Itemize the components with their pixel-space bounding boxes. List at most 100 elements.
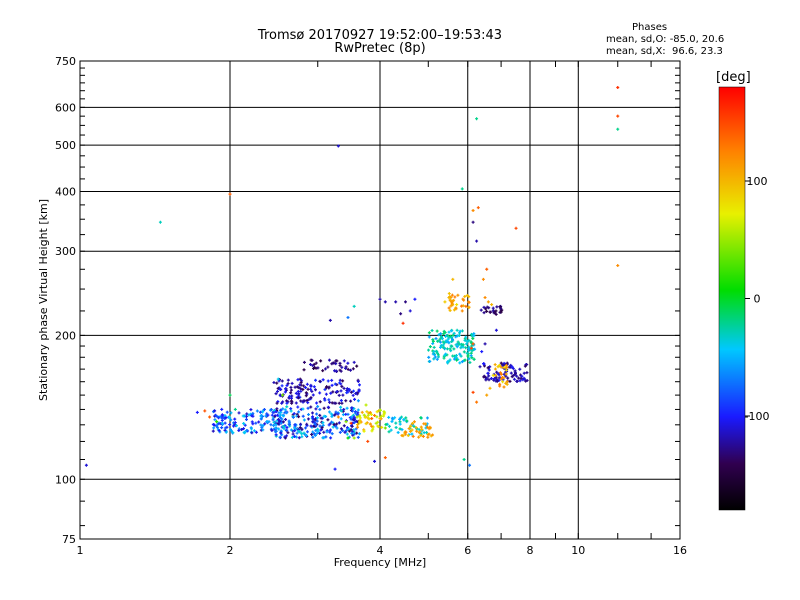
data-point <box>318 400 322 404</box>
data-point <box>327 358 331 362</box>
data-point <box>355 431 359 435</box>
data-point <box>342 386 346 390</box>
data-point <box>496 365 500 369</box>
data-point <box>514 226 518 230</box>
data-point <box>312 385 316 389</box>
data-point <box>272 420 276 424</box>
data-point <box>376 424 380 428</box>
data-point <box>318 413 322 417</box>
data-point <box>412 420 416 424</box>
data-point <box>355 364 359 368</box>
data-point <box>327 386 331 390</box>
y-tick-label: 200 <box>55 329 76 342</box>
data-point <box>414 426 418 430</box>
data-point <box>518 367 522 371</box>
data-point <box>487 368 491 372</box>
data-point <box>345 391 349 395</box>
data-point <box>322 406 326 410</box>
data-point <box>368 410 372 414</box>
data-point <box>321 436 325 440</box>
data-point <box>369 422 373 426</box>
data-point <box>491 306 495 310</box>
y-tick-label: 300 <box>55 245 76 258</box>
data-point <box>506 376 510 380</box>
data-point <box>297 415 301 419</box>
data-point <box>442 356 446 360</box>
data-point <box>459 354 463 358</box>
data-point <box>311 430 315 434</box>
data-point <box>305 422 309 426</box>
data-point <box>464 335 468 339</box>
data-point <box>349 368 353 372</box>
data-point <box>331 361 335 365</box>
data-point <box>427 432 431 436</box>
data-point <box>360 410 364 414</box>
y-tick-label: 75 <box>62 533 76 546</box>
data-point <box>482 305 486 309</box>
data-point <box>457 333 461 337</box>
data-point <box>294 435 298 439</box>
data-point <box>254 430 258 434</box>
data-point <box>344 420 348 424</box>
data-point <box>356 379 360 383</box>
data-point <box>244 418 248 421</box>
data-point <box>228 415 232 419</box>
data-point <box>462 457 466 461</box>
data-point <box>314 428 318 432</box>
data-point <box>310 432 314 436</box>
data-point <box>262 407 266 411</box>
data-point <box>358 432 362 436</box>
data-point <box>220 407 224 411</box>
data-point <box>363 415 367 419</box>
data-point <box>215 415 219 419</box>
grid-lines <box>80 61 680 539</box>
data-point <box>380 425 384 429</box>
data-point <box>272 423 276 427</box>
data-point <box>451 303 455 307</box>
data-point <box>328 428 332 432</box>
data-point <box>452 347 456 351</box>
data-point <box>296 378 300 382</box>
data-point <box>293 426 297 430</box>
data-point <box>505 366 509 370</box>
data-point <box>321 423 325 427</box>
data-point <box>269 408 273 412</box>
data-point <box>440 335 444 339</box>
data-point <box>330 432 334 436</box>
data-point <box>504 372 508 376</box>
data-point <box>342 424 346 428</box>
data-point <box>433 355 437 359</box>
data-point <box>471 390 475 394</box>
data-point <box>311 420 315 424</box>
data-point <box>302 360 306 364</box>
data-point <box>379 414 383 418</box>
data-point <box>394 421 398 425</box>
data-point <box>281 420 285 424</box>
data-point <box>378 417 382 421</box>
data-point <box>467 357 471 361</box>
data-point <box>339 427 343 431</box>
data-point <box>495 379 499 383</box>
y-tick-label: 750 <box>55 55 76 68</box>
data-point <box>297 429 301 433</box>
data-point <box>306 417 310 421</box>
data-point <box>370 429 374 433</box>
data-point <box>334 410 338 414</box>
data-point <box>305 382 309 386</box>
data-point <box>446 360 450 364</box>
phase-stats-o: mean, sd,O: -85.0, 20.6 <box>606 34 725 45</box>
data-point <box>306 387 310 391</box>
data-point <box>445 347 449 351</box>
data-point <box>362 429 366 433</box>
data-point <box>299 399 303 403</box>
data-point <box>376 420 380 424</box>
data-point <box>264 414 268 418</box>
data-point <box>495 305 499 309</box>
data-point <box>435 357 439 361</box>
data-point <box>235 424 239 428</box>
data-point <box>444 334 448 338</box>
data-point <box>318 431 322 435</box>
data-point <box>291 432 295 436</box>
data-point <box>280 379 284 383</box>
data-point <box>436 351 440 355</box>
